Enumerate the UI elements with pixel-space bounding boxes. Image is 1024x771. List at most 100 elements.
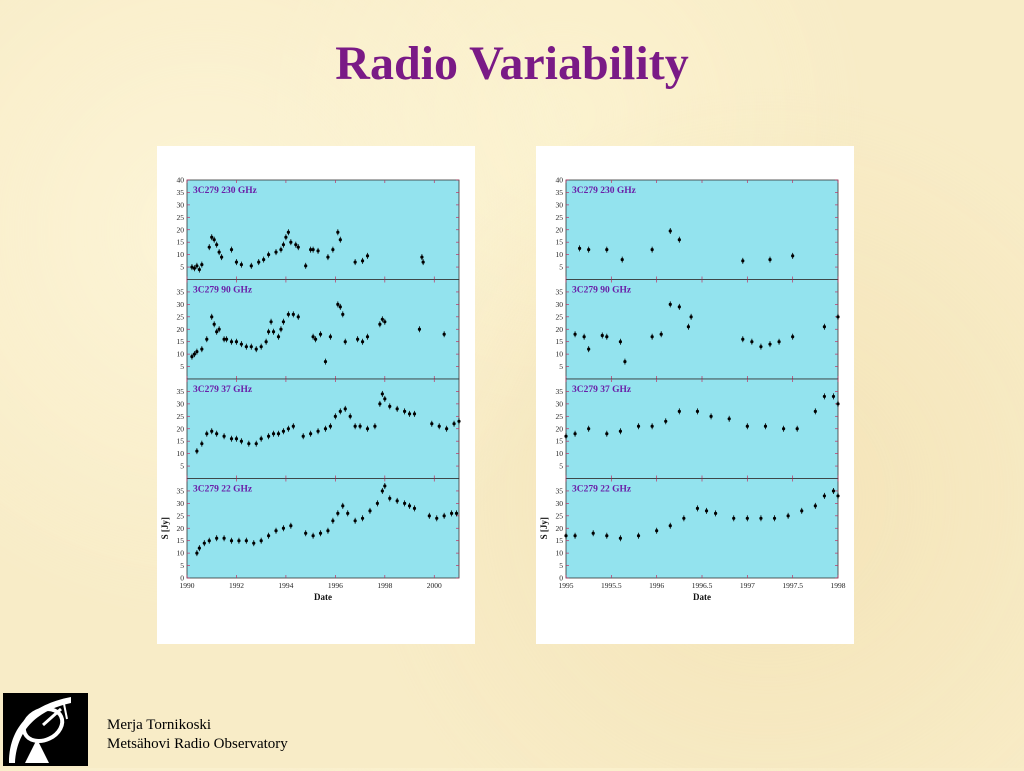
- data-point: [309, 432, 313, 436]
- panel-plot-area: [186, 478, 460, 579]
- data-point: [655, 529, 659, 533]
- data-point: [618, 536, 622, 540]
- y-tick-label: 25: [177, 213, 185, 222]
- data-point: [229, 437, 234, 441]
- data-point: [356, 337, 360, 341]
- chart-svg-zoomed-range: 5 10 15 20 25 30 35 40 3C279 230 GHz 5 10 15 20 25 30 3…: [539, 176, 846, 603]
- data-point: [229, 539, 234, 543]
- y-tick-label: 5: [180, 561, 184, 570]
- data-point: [768, 258, 772, 262]
- data-point: [341, 312, 345, 316]
- x-tick-label: 1996: [649, 581, 664, 590]
- data-point: [383, 320, 387, 324]
- data-point: [190, 355, 194, 359]
- chart-0-panel-3: 0 5 10 15 20 25 30 35 3C279 22 GHz: [177, 478, 460, 583]
- y-tick-label: 30: [177, 499, 185, 508]
- y-tick-label: 5: [180, 362, 184, 371]
- data-point: [777, 340, 781, 344]
- data-point: [353, 424, 357, 428]
- data-point: [259, 437, 263, 441]
- data-point: [714, 511, 718, 515]
- y-tick-label: 35: [556, 486, 564, 495]
- panel-plot-area: [186, 279, 460, 380]
- data-point: [836, 402, 840, 406]
- data-point: [328, 335, 333, 339]
- y-tick-label: 20: [177, 325, 185, 334]
- data-point: [365, 254, 370, 258]
- y-tick-label: 30: [556, 399, 564, 408]
- data-point: [430, 422, 434, 426]
- data-point: [822, 494, 826, 498]
- y-tick-label: 10: [556, 449, 564, 458]
- data-point: [323, 427, 328, 431]
- data-point: [326, 529, 330, 533]
- data-point: [212, 238, 216, 242]
- data-point: [237, 539, 241, 543]
- y-tick-label: 5: [559, 263, 563, 272]
- data-point: [786, 514, 790, 518]
- y-axis-label: S [Jy]: [160, 517, 170, 539]
- data-point: [682, 516, 686, 520]
- data-point: [271, 432, 276, 436]
- data-point: [276, 335, 281, 339]
- panel-label: 3C279 230 GHz: [193, 186, 258, 196]
- observatory-logo: [3, 693, 88, 766]
- data-point: [587, 347, 591, 351]
- data-point: [249, 345, 253, 349]
- data-point: [247, 442, 251, 446]
- data-point: [407, 412, 412, 416]
- data-point: [215, 243, 219, 247]
- y-tick-label: 0: [180, 574, 184, 583]
- x-tick-label: 1998: [377, 581, 392, 590]
- y-tick-label: 35: [177, 486, 185, 495]
- data-point: [709, 414, 713, 418]
- author-name: Merja Tornikoski: [107, 717, 212, 733]
- y-tick-label: 30: [177, 399, 185, 408]
- data-point: [403, 409, 407, 413]
- data-point: [664, 419, 668, 423]
- data-point: [421, 260, 425, 264]
- data-point: [360, 340, 365, 344]
- data-point: [636, 534, 641, 538]
- data-point: [222, 434, 226, 438]
- y-tick-label: 25: [177, 312, 185, 321]
- y-tick-label: 35: [177, 387, 185, 396]
- x-tick-label: 1998: [831, 581, 846, 590]
- x-tick-label: 1990: [180, 581, 195, 590]
- data-point: [257, 260, 261, 264]
- panel-label: 3C279 37 GHz: [193, 385, 253, 395]
- data-point: [239, 342, 243, 346]
- y-tick-label: 35: [177, 287, 185, 296]
- chart-1-panel-1: 5 10 15 20 25 30 35 3C279 90 GHz: [556, 279, 840, 380]
- y-tick-label: 30: [177, 200, 185, 209]
- data-point: [442, 514, 446, 518]
- data-point: [229, 340, 234, 344]
- y-tick-label: 5: [180, 462, 184, 471]
- data-point: [636, 424, 641, 428]
- panel-label: 3C279 90 GHz: [193, 286, 253, 296]
- data-point: [358, 424, 362, 428]
- panel-label: 3C279 22 GHz: [572, 485, 632, 495]
- data-point: [343, 407, 347, 411]
- data-point: [281, 320, 286, 324]
- data-point: [217, 250, 221, 254]
- data-point: [791, 254, 795, 258]
- data-point: [380, 317, 384, 321]
- chart-1-panel-0: 5 10 15 20 25 30 35 40 3C279 230 GHz: [556, 176, 839, 280]
- y-tick-label: 35: [556, 287, 564, 296]
- y-tick-label: 15: [177, 238, 185, 247]
- data-point: [190, 265, 194, 269]
- data-point: [274, 529, 278, 533]
- data-point: [732, 516, 736, 520]
- data-point: [341, 504, 345, 508]
- data-point: [291, 312, 295, 316]
- data-point: [259, 345, 263, 349]
- y-tick-label: 15: [177, 536, 185, 545]
- data-point: [284, 235, 288, 239]
- data-point: [267, 253, 271, 257]
- y-tick-label: 30: [556, 499, 564, 508]
- data-point: [689, 315, 693, 319]
- data-point: [750, 340, 754, 344]
- data-point: [271, 330, 276, 334]
- data-point: [252, 541, 256, 545]
